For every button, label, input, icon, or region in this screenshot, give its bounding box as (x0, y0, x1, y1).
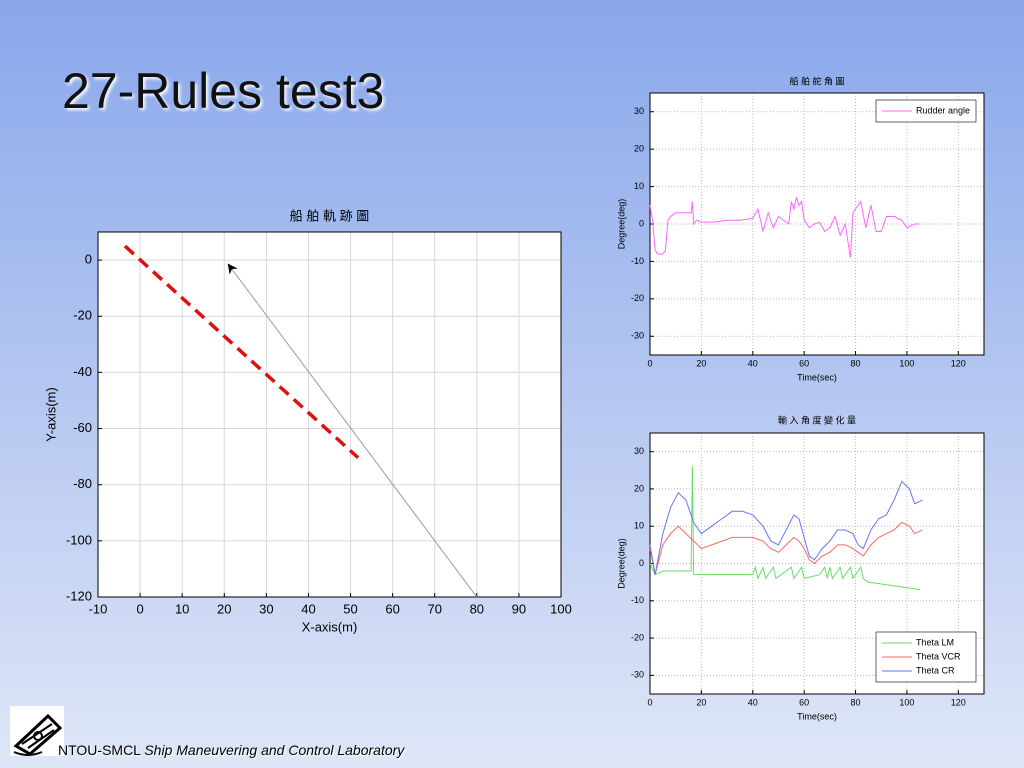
y-tick-label: 20 (634, 483, 644, 493)
footer-org: NTOU-SMCL (58, 742, 141, 758)
x-tick-label: 40 (301, 601, 315, 616)
y-tick-label: -30 (631, 331, 644, 341)
data-line (649, 480, 923, 575)
x-tick-label: 100 (550, 601, 572, 616)
x-tick-label: 0 (647, 697, 652, 707)
chart-title: 輸 入 角 度 變 化 量 (778, 414, 856, 425)
logo (10, 706, 64, 756)
x-tick-label: 10 (175, 601, 189, 616)
x-tick-label: 20 (696, 358, 706, 368)
x-tick-label: 50 (343, 601, 357, 616)
data-line (123, 244, 360, 460)
x-tick-label: 40 (748, 697, 758, 707)
data-line (227, 263, 478, 598)
data-line (649, 521, 923, 575)
x-tick-label: 20 (696, 697, 706, 707)
x-tick-label: 0 (136, 601, 143, 616)
y-tick-label: -60 (73, 420, 92, 435)
x-tick-label: -10 (89, 601, 108, 616)
y-axis-label: Degree(deg) (616, 199, 626, 250)
x-axis-label: Time(sec) (797, 711, 837, 721)
y-tick-label: -80 (73, 476, 92, 491)
y-tick-label: -20 (631, 632, 644, 642)
plot-frame (97, 231, 562, 598)
y-tick-label: 30 (634, 106, 644, 116)
y-tick-label: -20 (73, 308, 92, 323)
y-tick-label: -40 (73, 364, 92, 379)
legend-box (875, 99, 977, 123)
footer: NTOU-SMCL Ship Maneuvering and Control L… (58, 742, 404, 758)
y-tick-label: -100 (66, 532, 92, 547)
y-tick-label: -10 (631, 595, 644, 605)
legend-label: Theta CR (916, 665, 955, 675)
x-tick-label: 60 (799, 697, 809, 707)
legend-label: Rudder angle (916, 105, 970, 115)
slide-title: 27-Rules test3 (62, 63, 385, 119)
y-tick-label: 30 (634, 446, 644, 456)
x-tick-label: 60 (799, 358, 809, 368)
y-tick-label: -20 (631, 293, 644, 303)
x-tick-label: 120 (951, 358, 966, 368)
x-tick-label: 90 (512, 601, 526, 616)
chart-title: 船 舶 軌 跡 圖 (290, 208, 369, 223)
x-tick-label: 20 (217, 601, 231, 616)
plot-frame (649, 92, 985, 356)
x-tick-label: 30 (259, 601, 273, 616)
x-tick-label: 40 (748, 358, 758, 368)
x-tick-label: 80 (851, 697, 861, 707)
legend-label: Theta LM (916, 637, 954, 647)
y-tick-label: 10 (634, 181, 644, 191)
x-tick-label: 120 (951, 697, 966, 707)
y-tick-label: 10 (634, 521, 644, 531)
y-tick-label: -30 (631, 670, 644, 680)
data-line (649, 195, 920, 258)
x-axis-label: Time(sec) (797, 372, 837, 382)
y-axis-label: Y-axis(m) (43, 387, 58, 441)
x-tick-label: 80 (851, 358, 861, 368)
x-tick-label: 0 (647, 358, 652, 368)
chart-title: 船 舶 舵 角 圖 (789, 75, 844, 86)
x-tick-label: 100 (899, 697, 914, 707)
legend-label: Theta VCR (916, 651, 961, 661)
y-tick-label: 20 (634, 144, 644, 154)
y-tick-label: -120 (66, 588, 92, 603)
y-axis-label: Degree(deg) (616, 538, 626, 589)
plot-area (650, 93, 984, 355)
x-tick-label: 80 (470, 601, 484, 616)
y-tick-label: 0 (639, 218, 644, 228)
x-tick-label: 70 (427, 601, 441, 616)
y-tick-label: 0 (85, 252, 92, 267)
y-tick-label: -10 (631, 256, 644, 266)
footer-lab: Ship Maneuvering and Control Laboratory (144, 742, 405, 758)
x-tick-label: 100 (899, 358, 914, 368)
y-tick-label: 0 (639, 558, 644, 568)
x-tick-label: 60 (385, 601, 399, 616)
data-line (649, 466, 920, 591)
x-axis-label: X-axis(m) (302, 619, 358, 634)
